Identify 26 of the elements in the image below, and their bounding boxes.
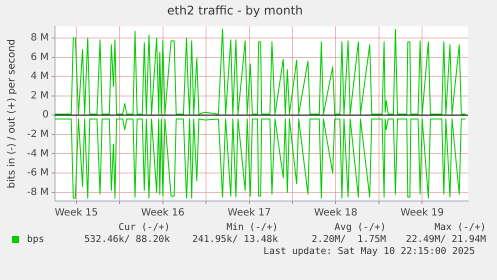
chart-title: eth2 traffic - by month xyxy=(167,3,303,18)
x-tick-label: Week 18 xyxy=(314,208,358,219)
y-tick-label: -6 M xyxy=(26,168,49,179)
text: Min (-/+) xyxy=(226,222,278,233)
y-axis-title: bits in (-) / out (+) per second xyxy=(6,39,18,188)
text: 22.49M/ 21.94M xyxy=(404,234,486,245)
y-tick-label: 6 M xyxy=(30,52,49,63)
x-tick-label: Week 15 xyxy=(54,208,98,219)
text: 241.95k/ 13.48k xyxy=(191,234,278,245)
text: Max (-/+) xyxy=(434,222,486,233)
text: Avg (-/+) xyxy=(334,222,386,233)
y-tick-label: -8 M xyxy=(26,186,49,198)
y-tick-label: 8 M xyxy=(30,32,49,44)
y-tick-label: 4 M xyxy=(30,71,49,82)
legend-label: bps xyxy=(27,234,44,245)
text: Last update: Sat May 10 22:15:00 2025 xyxy=(262,246,476,257)
y-tick-label: 0 xyxy=(42,110,49,121)
y-tick-label: -2 M xyxy=(26,129,49,140)
y-tick-label: 2 M xyxy=(30,90,49,102)
text: 532.46k/ 88.20k xyxy=(83,234,170,245)
x-tick-label: Week 16 xyxy=(141,208,184,219)
y-tick-label: -4 M xyxy=(26,148,49,160)
text: Cur (-/+) xyxy=(118,222,170,233)
x-tick-label: Week 17 xyxy=(228,208,271,219)
text: 2.20M/ 1.75M xyxy=(310,234,386,245)
x-tick-label: Week 19 xyxy=(400,208,444,219)
